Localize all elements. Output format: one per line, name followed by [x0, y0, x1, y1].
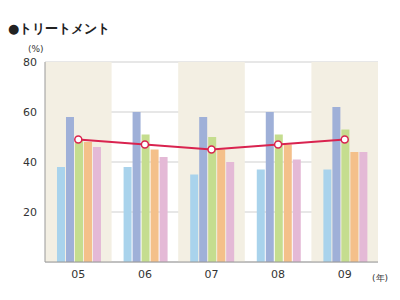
svg-text:09: 09: [338, 268, 352, 281]
svg-text:80: 80: [23, 56, 37, 69]
svg-text:40: 40: [23, 156, 37, 169]
html-text:(年): (年): [372, 273, 388, 283]
html-text:●トリートメント: ●トリートメント: [8, 21, 111, 36]
svg-text:60: 60: [23, 106, 37, 119]
svg-text:06: 06: [138, 268, 152, 281]
svg-text:05: 05: [71, 268, 85, 281]
svg-text:20: 20: [23, 206, 37, 219]
svg-text:07: 07: [205, 268, 219, 281]
svg-text:08: 08: [271, 268, 285, 281]
